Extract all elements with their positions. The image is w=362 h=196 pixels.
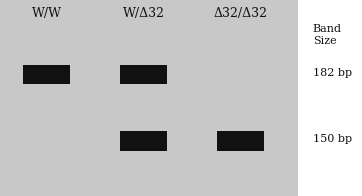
Text: W/Δ32: W/Δ32 [123,7,165,20]
Text: W/W: W/W [32,7,62,20]
FancyBboxPatch shape [121,65,167,84]
FancyBboxPatch shape [218,131,264,151]
Text: Δ32/Δ32: Δ32/Δ32 [214,7,268,20]
FancyBboxPatch shape [121,131,167,151]
Text: Band
Size: Band Size [313,24,342,46]
Text: 182 bp: 182 bp [313,67,352,78]
FancyBboxPatch shape [24,65,70,84]
Text: 150 bp: 150 bp [313,134,352,144]
FancyBboxPatch shape [0,0,298,196]
